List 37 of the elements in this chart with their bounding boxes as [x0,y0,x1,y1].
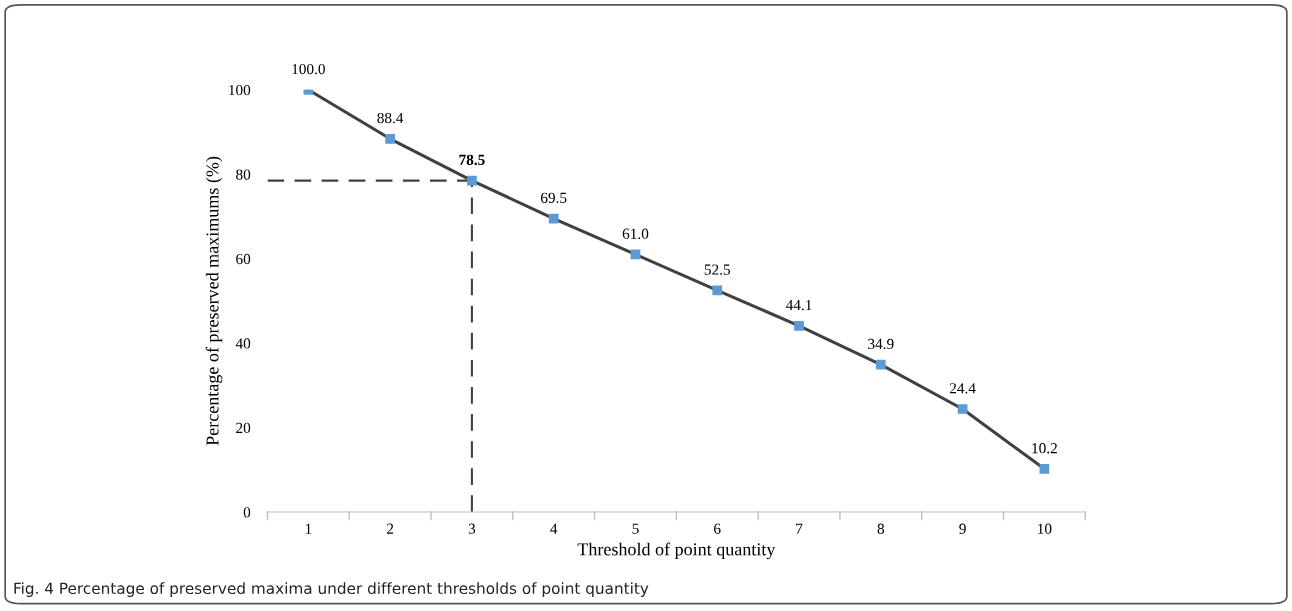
x-tick-label: 7 [796,523,803,534]
point [385,133,395,144]
y-tick-label: 40 [235,338,251,349]
point [794,320,804,331]
y-tick-label: 100 [229,84,251,96]
data-label: 52.5 [704,264,731,275]
x-tick-label: 4 [550,523,558,534]
point [467,175,477,186]
y-tick-label: 80 [236,169,251,180]
point [875,359,886,370]
data-label: 100.0 [292,63,325,75]
x-tick-label: 6 [714,523,721,534]
data-label: 34.9 [868,338,894,350]
point [548,213,559,224]
point [712,285,723,296]
x-axis-title: Threshold of point quantity [577,542,776,560]
x-tick-label: 8 [877,523,885,534]
caption: Fig. 4 Percentage of preserved maxima under different thresholds of point quantity [14,582,649,598]
y-tick-label: 60 [236,253,251,265]
point [1039,464,1050,474]
y-tick-label: 0 [243,507,251,518]
data-label: 44.1 [785,299,812,311]
x-tick-label: 2 [386,523,394,534]
point [957,404,968,414]
x-tick-label: 9 [959,523,966,534]
y-axis-title: Percentage of preserved maximums (%) [205,156,223,446]
data-label: 69.5 [540,192,567,204]
data-label: 88.4 [377,112,404,124]
x-tick-label: 3 [468,523,476,534]
x-tick-label: 10 [1038,523,1052,534]
y-tick-label: 20 [236,422,251,434]
data-label: 78.5 [459,154,485,166]
x-tick-label: 1 [305,523,312,534]
data-label: 10.2 [1032,443,1057,454]
x-tick-label: 5 [632,523,639,534]
data-label: 24.4 [949,383,976,394]
data-label: 61.0 [622,228,649,239]
